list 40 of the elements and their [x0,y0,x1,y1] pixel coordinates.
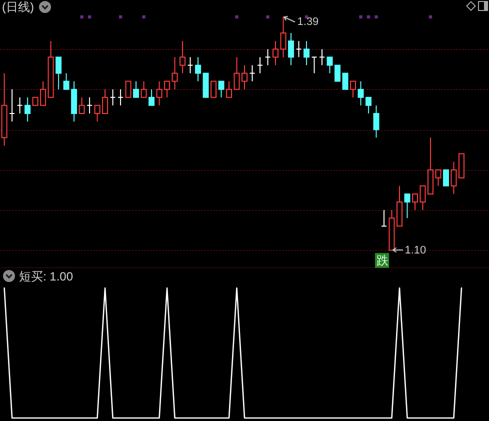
candlestick [264,48,271,66]
candlestick [280,16,286,58]
chart-title: (日线) [2,0,34,14]
candlestick [180,40,186,74]
candlestick [56,56,62,90]
candlestick [257,56,264,74]
candlestick [373,104,380,138]
candlestick [24,96,31,122]
candlestick [118,88,124,106]
candlestick [311,56,318,74]
candlestick [86,96,93,114]
chart-title: 短买: 1.00 [19,269,74,284]
candlestick [226,80,232,98]
candlestick [16,96,23,114]
candlestick [210,80,217,98]
candlestick [350,80,356,98]
candlestick [342,72,348,90]
candlestick [442,169,449,186]
annotation: 1.39 [297,16,319,28]
candlestick [381,210,387,227]
candlestick [140,80,147,98]
candlestick [187,56,194,74]
candlestick [195,56,202,82]
annotation: 1.10 [404,244,426,256]
candlestick [218,80,224,98]
candlestick [319,48,326,66]
candlestick [133,80,140,98]
candlestick [296,40,302,58]
candlestick [172,56,178,90]
candlestick [110,88,116,106]
candlestick [450,161,457,194]
candlestick [9,88,16,122]
candlestick [249,64,256,82]
candlestick [78,96,85,114]
candlestick [148,88,155,106]
candlestick [272,40,279,66]
candlestick [288,32,294,66]
candlestick [125,80,132,98]
candlestick [404,193,410,219]
candlestick [304,40,310,66]
